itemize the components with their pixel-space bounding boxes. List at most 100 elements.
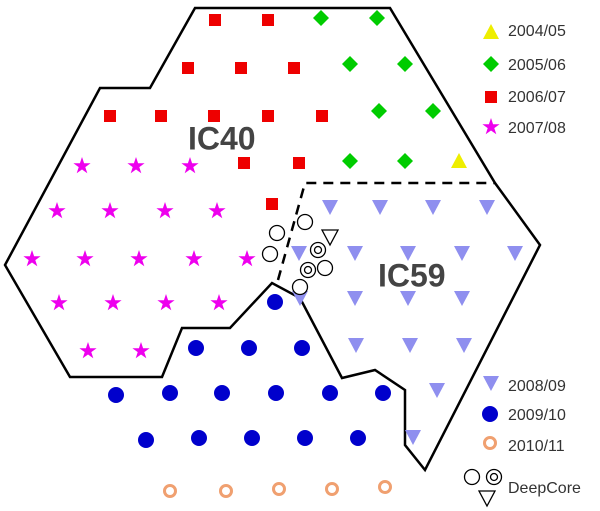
string-2008: [400, 291, 416, 306]
string-2006: [155, 110, 167, 122]
string-2009: [214, 385, 230, 401]
string-2007: [73, 157, 91, 174]
legend-label: 2010/11: [508, 438, 565, 455]
legend-label: DeepCore: [508, 480, 581, 497]
deepcore-string: [299, 261, 317, 279]
string-2009: [138, 432, 154, 448]
string-2006: [262, 14, 274, 26]
string-2005: [342, 56, 358, 72]
string-2009: [188, 340, 204, 356]
string-2009: [297, 430, 313, 446]
string-2007: [157, 294, 175, 311]
deepcore-string: [320, 229, 340, 247]
legend-label: 2004/05: [508, 23, 566, 40]
deepcore-string: [316, 259, 334, 277]
string-2008: [483, 376, 499, 391]
string-2008: [405, 430, 421, 445]
deepcore-string: [313, 245, 323, 255]
string-2009: [267, 294, 283, 310]
deepcore-string: [261, 245, 279, 263]
string-2005: [369, 10, 385, 26]
string-2007: [181, 157, 199, 174]
deepcore-string: [485, 468, 503, 486]
deepcore-string: [489, 472, 499, 482]
string-2009: [108, 387, 124, 403]
string-2009: [350, 430, 366, 446]
string-2007: [185, 250, 203, 267]
string-2008: [372, 200, 388, 215]
string-2008: [347, 246, 363, 261]
string-2008: [292, 291, 308, 306]
legend-label: 2009/10: [508, 407, 566, 424]
string-2007: [104, 294, 122, 311]
string-2010: [163, 484, 177, 498]
string-2008: [454, 291, 470, 306]
string-2006: [288, 62, 300, 74]
string-2009: [268, 385, 284, 401]
string-2010: [325, 482, 339, 496]
string-2005: [397, 153, 413, 169]
string-2010: [483, 436, 497, 450]
string-2005: [342, 153, 358, 169]
string-2007: [76, 250, 94, 267]
string-2008: [291, 246, 307, 261]
string-2009: [375, 385, 391, 401]
ic59-dashed-outline: [276, 181, 495, 281]
string-2008: [348, 338, 364, 353]
string-2006: [293, 157, 305, 169]
strings: [23, 10, 523, 508]
string-2006: [238, 157, 250, 169]
string-2004: [451, 153, 467, 168]
string-2009: [191, 430, 207, 446]
deepcore-string: [309, 241, 327, 259]
legend-label: 2007/08: [508, 120, 566, 137]
legend-label: 2008/09: [508, 378, 566, 395]
string-2007: [208, 202, 226, 219]
string-2008: [322, 200, 338, 215]
string-2009: [162, 385, 178, 401]
string-2010: [219, 484, 233, 498]
string-2006: [316, 110, 328, 122]
deepcore-string: [303, 265, 313, 275]
string-2007: [130, 250, 148, 267]
string-2006: [485, 91, 497, 103]
legend-label: 2005/06: [508, 57, 566, 74]
string-2005: [483, 56, 499, 72]
legend-label: 2006/07: [508, 89, 566, 106]
string-2008: [347, 291, 363, 306]
string-2006: [209, 14, 221, 26]
string-2007: [132, 342, 150, 359]
ic40-outline: [3, 6, 542, 473]
string-2006: [235, 62, 247, 74]
string-2006: [208, 110, 220, 122]
string-2004: [483, 24, 499, 39]
string-2009: [482, 406, 498, 422]
string-2005: [313, 10, 329, 26]
string-2007: [50, 294, 68, 311]
string-2007: [210, 294, 228, 311]
string-2007: [79, 342, 97, 359]
string-2010: [272, 482, 286, 496]
string-2007: [101, 202, 119, 219]
string-2009: [241, 340, 257, 356]
deepcore-string: [296, 213, 314, 231]
string-2006: [104, 110, 116, 122]
string-2008: [400, 246, 416, 261]
region-label: IC59: [378, 257, 446, 293]
string-2008: [479, 200, 495, 215]
string-2006: [182, 62, 194, 74]
string-2009: [322, 385, 338, 401]
string-2008: [454, 246, 470, 261]
deepcore-string: [477, 490, 497, 508]
string-2008: [456, 338, 472, 353]
deepcore-string: [268, 224, 286, 242]
string-2005: [397, 56, 413, 72]
string-2010: [378, 480, 392, 494]
string-2009: [294, 340, 310, 356]
string-2008: [429, 383, 445, 398]
string-2007: [238, 250, 256, 267]
string-2008: [507, 246, 523, 261]
deepcore-string: [463, 468, 481, 486]
